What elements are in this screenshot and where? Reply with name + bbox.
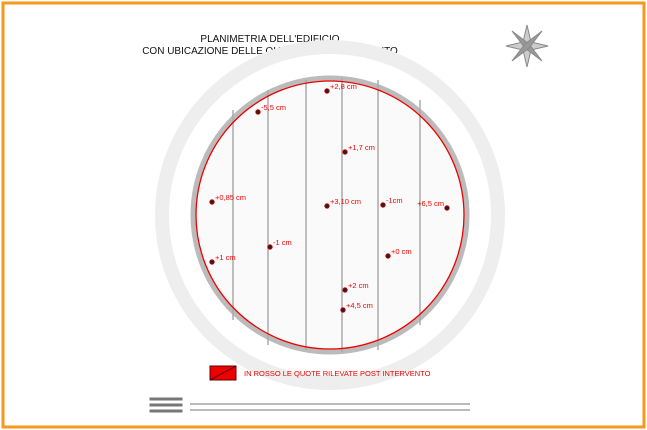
survey-point xyxy=(325,204,330,209)
point-label: -1cm xyxy=(386,196,403,205)
survey-point xyxy=(445,206,450,211)
point-label: +3,10 cm xyxy=(330,197,361,206)
point-label: +0,85 cm xyxy=(215,193,246,202)
point-label: +4,5 cm xyxy=(346,301,373,310)
survey-point xyxy=(341,308,346,313)
point-label: +2,8 cm xyxy=(330,82,357,91)
plan-ring xyxy=(193,78,467,352)
survey-point xyxy=(381,203,386,208)
point-label: -1 cm xyxy=(273,238,292,247)
survey-point xyxy=(325,89,330,94)
compass xyxy=(506,25,548,67)
survey-point xyxy=(268,245,273,250)
point-label: +2 cm xyxy=(348,281,369,290)
point-label: +6,5 cm xyxy=(417,199,444,208)
point-label: +1 cm xyxy=(215,253,236,262)
point-label: +1,7 cm xyxy=(348,143,375,152)
survey-point xyxy=(256,110,261,115)
survey-point xyxy=(343,150,348,155)
page: PLANIMETRIA DELL'EDIFICIO CON UBICAZIONE… xyxy=(0,0,647,430)
survey-point xyxy=(210,260,215,265)
legend-text: IN ROSSO LE QUOTE RILEVATE POST INTERVEN… xyxy=(244,369,431,378)
survey-point xyxy=(210,200,215,205)
survey-point xyxy=(386,254,391,259)
point-label: -5,5 cm xyxy=(261,103,286,112)
point-label: +0 cm xyxy=(391,247,412,256)
survey-point xyxy=(343,288,348,293)
